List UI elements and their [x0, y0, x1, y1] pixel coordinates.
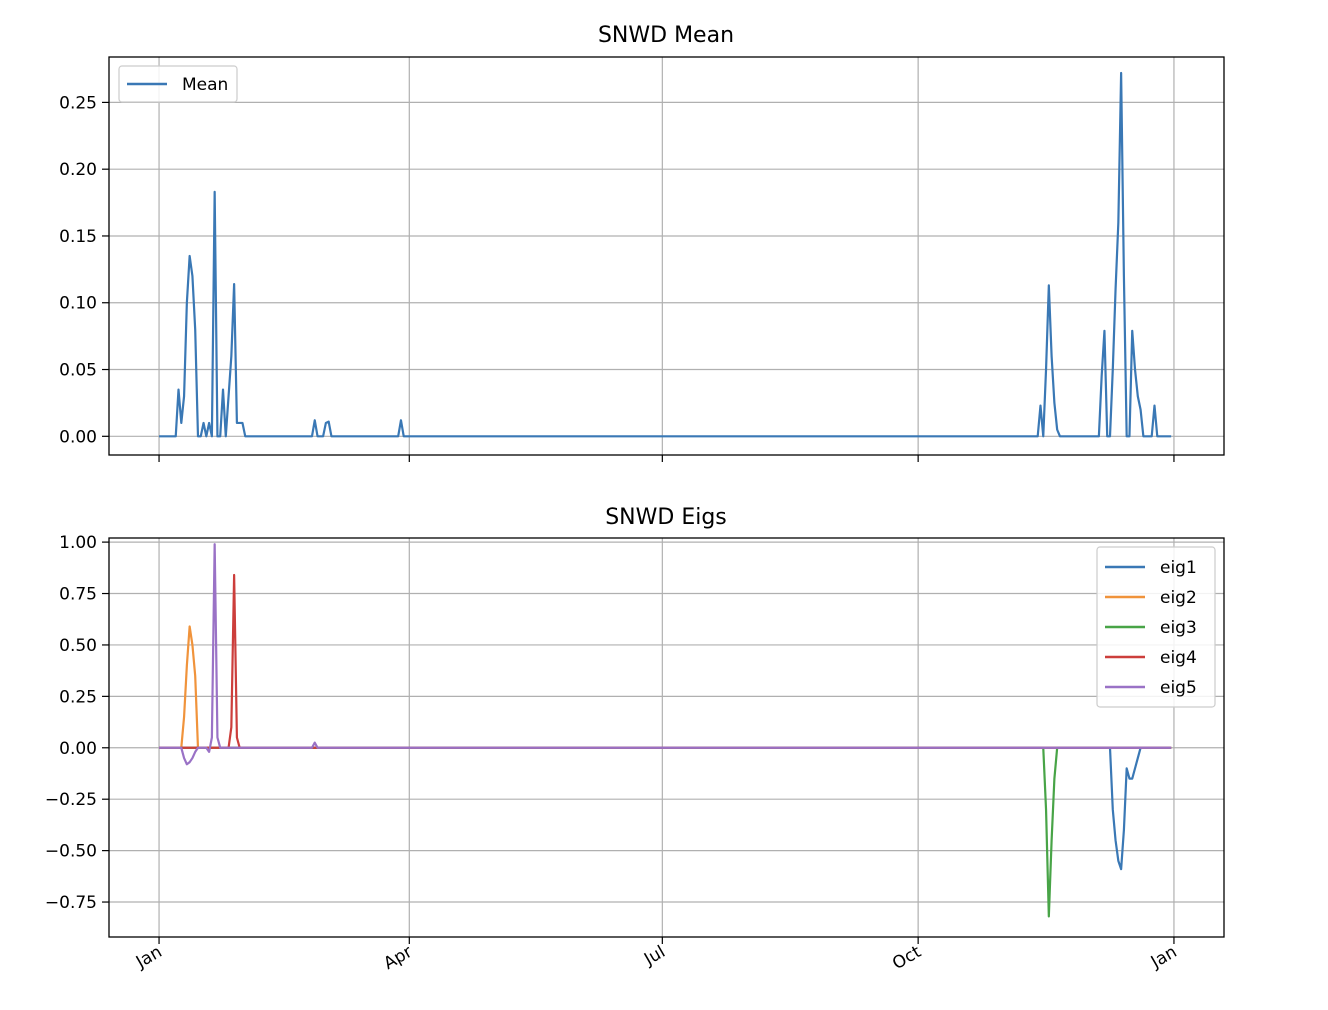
legend-box	[118, 65, 238, 103]
series-line-eig5	[159, 543, 1172, 766]
mean-chart-y-ticks: 0.00 0.05 0.10 0.15 0.20 0.25	[59, 93, 109, 447]
eigs-chart-y-ticks: −0.75 −0.50 −0.25 0.00 0.25 0.50 0.75 1.00	[45, 533, 109, 913]
legend-label-eig4: eig4	[1160, 648, 1197, 668]
y-tick-label: 0.25	[59, 687, 97, 707]
legend-box	[1096, 546, 1216, 708]
x-tick-label: Oct	[889, 942, 925, 974]
y-tick-label: 0.00	[59, 739, 97, 759]
series-line-eig1	[159, 746, 1172, 871]
mean-chart-series	[159, 71, 1172, 438]
eigs-chart-panel: SNWD Eigs Jan Apr Jul Oct Jan −0.75 −0.50 −0.2…	[45, 505, 1225, 974]
y-tick-label: 0.05	[59, 361, 97, 381]
mean-chart-panel: SNWD Mean 0.00 0.05 0.10 0.15 0.20 0.25 Mean	[59, 23, 1225, 462]
legend-label-eig5: eig5	[1160, 678, 1197, 698]
series-line-eig4	[159, 573, 1172, 749]
series-line-eig3	[159, 746, 1172, 918]
y-tick-label: 0.25	[59, 93, 97, 113]
eigs-chart-x-ticks: Jan Apr Jul Oct Jan	[132, 937, 1180, 974]
eigs-chart-axes-frame	[108, 537, 1225, 938]
y-tick-label: 0.20	[59, 160, 97, 180]
series-line-eig2	[159, 625, 1172, 749]
y-tick-label: −0.25	[45, 790, 97, 810]
y-tick-label: −0.50	[45, 842, 97, 862]
y-tick-label: 0.10	[59, 294, 97, 314]
mean-chart-grid	[109, 57, 1224, 455]
mean-chart-axes-frame	[108, 56, 1225, 456]
legend-label-eig3: eig3	[1160, 618, 1197, 638]
x-tick-label: Jan	[132, 942, 166, 973]
x-tick-label: Apr	[380, 942, 415, 974]
y-tick-label: 0.75	[59, 585, 97, 605]
eigs-chart-legend: eig1 eig2 eig3 eig4 eig5	[1096, 546, 1216, 708]
x-tick-label: Jan	[1147, 942, 1181, 973]
mean-chart-title: SNWD Mean	[598, 23, 734, 48]
eigs-chart-grid	[109, 538, 1224, 937]
y-tick-label: 0.15	[59, 227, 97, 247]
y-tick-label: 0.50	[59, 636, 97, 656]
legend-label-eig2: eig2	[1160, 588, 1197, 608]
mean-chart-x-ticks	[158, 455, 1175, 462]
legend-label-eig1: eig1	[1160, 558, 1197, 578]
legend-label-mean: Mean	[182, 75, 228, 95]
x-tick-label: Jul	[640, 942, 669, 970]
y-tick-label: 1.00	[59, 533, 97, 553]
eigs-chart-series	[159, 543, 1172, 918]
mean-chart-legend: Mean	[118, 65, 238, 103]
y-tick-label: 0.00	[59, 427, 97, 447]
series-line-mean	[159, 71, 1172, 438]
y-tick-label: −0.75	[45, 893, 97, 913]
eigs-chart-title: SNWD Eigs	[605, 505, 727, 530]
